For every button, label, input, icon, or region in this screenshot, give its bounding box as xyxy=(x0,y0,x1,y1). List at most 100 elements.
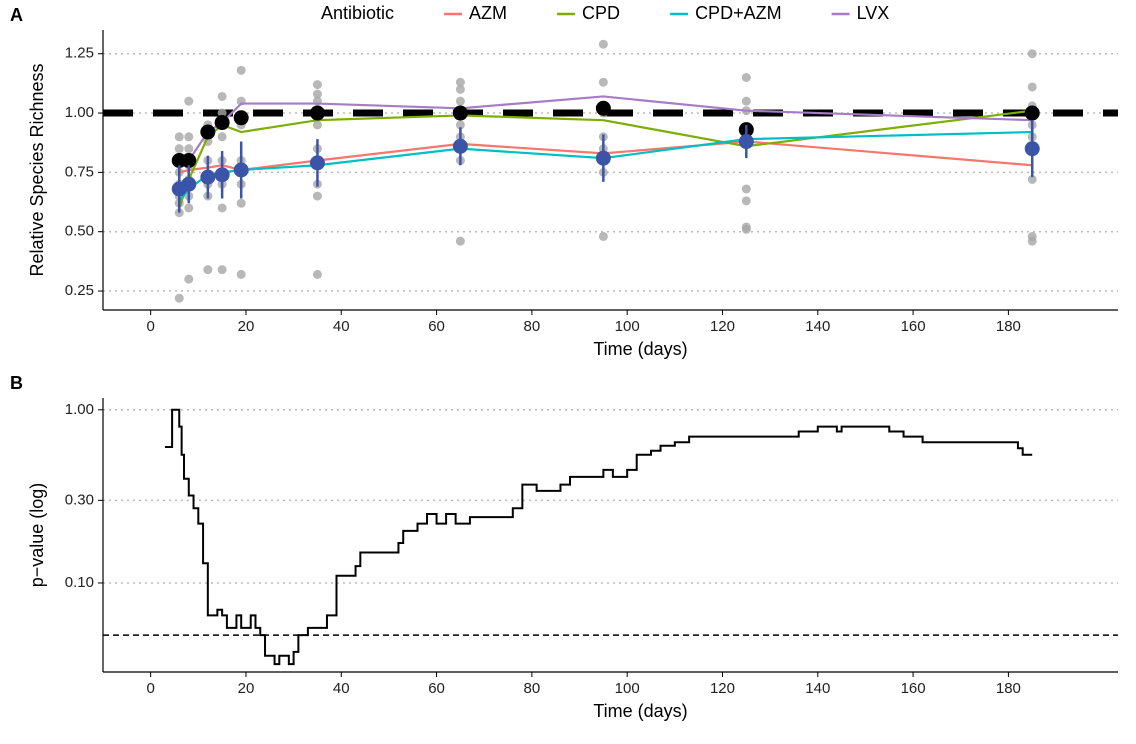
point xyxy=(184,132,194,142)
x-tick-label: 180 xyxy=(996,680,1021,697)
point xyxy=(598,231,608,241)
point xyxy=(452,105,468,121)
point xyxy=(1027,49,1037,59)
point xyxy=(312,80,322,90)
y-tick-label: 0.10 xyxy=(65,574,94,591)
y-axis-label: p−value (log) xyxy=(27,483,47,588)
point xyxy=(214,115,230,131)
point xyxy=(741,96,751,106)
point xyxy=(741,196,751,206)
panel-label: B xyxy=(10,373,23,393)
panel-label: A xyxy=(10,5,23,25)
y-tick-label: 0.30 xyxy=(65,491,94,508)
x-tick-label: 80 xyxy=(524,680,541,697)
point xyxy=(741,222,751,232)
point xyxy=(233,110,249,126)
x-tick-label: 40 xyxy=(333,318,350,335)
point xyxy=(598,77,608,87)
point xyxy=(217,265,227,275)
point xyxy=(174,132,184,142)
x-tick-label: 140 xyxy=(805,318,830,335)
point xyxy=(174,293,184,303)
x-tick-label: 0 xyxy=(146,318,154,335)
y-tick-label: 1.00 xyxy=(65,401,94,418)
legend-label: CPD+AZM xyxy=(695,3,782,23)
point xyxy=(233,162,249,178)
point xyxy=(236,65,246,75)
point xyxy=(174,144,184,154)
point xyxy=(312,269,322,279)
x-tick-label: 140 xyxy=(805,680,830,697)
y-tick-label: 1.00 xyxy=(65,104,94,121)
x-tick-label: 20 xyxy=(238,318,255,335)
point xyxy=(455,77,465,87)
point xyxy=(1027,174,1037,184)
point xyxy=(741,184,751,194)
point xyxy=(1027,82,1037,92)
x-tick-label: 40 xyxy=(333,680,350,697)
point xyxy=(455,236,465,246)
point xyxy=(236,198,246,208)
point xyxy=(184,96,194,106)
x-tick-label: 80 xyxy=(524,318,541,335)
point xyxy=(200,124,216,140)
point xyxy=(598,39,608,49)
legend-label: AZM xyxy=(469,3,507,23)
series-line xyxy=(178,140,1033,174)
point xyxy=(217,108,227,118)
point xyxy=(181,153,197,169)
y-tick-label: 1.25 xyxy=(65,45,94,62)
point xyxy=(184,203,194,213)
point xyxy=(455,96,465,106)
x-tick-label: 20 xyxy=(238,680,255,697)
point xyxy=(595,100,611,116)
y-tick-label: 0.50 xyxy=(65,223,94,240)
point xyxy=(200,169,216,185)
x-tick-label: 180 xyxy=(996,318,1021,335)
y-tick-label: 0.75 xyxy=(65,163,94,180)
point xyxy=(455,84,465,94)
x-tick-label: 60 xyxy=(428,318,445,335)
x-tick-label: 160 xyxy=(901,680,926,697)
point xyxy=(217,132,227,142)
y-axis-label: Relative Species Richness xyxy=(27,63,47,276)
y-tick-label: 0.25 xyxy=(65,282,94,299)
x-tick-label: 160 xyxy=(901,318,926,335)
point xyxy=(312,191,322,201)
point xyxy=(1027,231,1037,241)
point xyxy=(1024,105,1040,121)
point xyxy=(214,167,230,183)
x-tick-label: 120 xyxy=(710,680,735,697)
point xyxy=(1024,141,1040,157)
point xyxy=(738,134,754,150)
point xyxy=(309,105,325,121)
point xyxy=(452,138,468,154)
x-tick-label: 100 xyxy=(615,680,640,697)
point xyxy=(312,89,322,99)
point xyxy=(184,274,194,284)
point xyxy=(184,144,194,154)
point xyxy=(309,155,325,171)
point xyxy=(595,150,611,166)
series-line xyxy=(178,109,1033,209)
x-tick-label: 100 xyxy=(615,318,640,335)
point xyxy=(217,91,227,101)
point xyxy=(236,269,246,279)
series-line xyxy=(179,95,1033,162)
series-line xyxy=(164,408,1033,666)
legend-label: LVX xyxy=(857,3,890,23)
point xyxy=(455,120,465,130)
x-axis-label: Time (days) xyxy=(593,701,687,721)
point xyxy=(181,176,197,192)
point xyxy=(312,120,322,130)
legend-title: Antibiotic xyxy=(321,3,394,23)
point xyxy=(741,72,751,82)
legend-label: CPD xyxy=(582,3,620,23)
x-axis-label: Time (days) xyxy=(593,339,687,359)
point xyxy=(217,203,227,213)
series-line xyxy=(178,130,1033,202)
x-tick-label: 0 xyxy=(146,680,154,697)
x-tick-label: 60 xyxy=(428,680,445,697)
x-tick-label: 120 xyxy=(710,318,735,335)
